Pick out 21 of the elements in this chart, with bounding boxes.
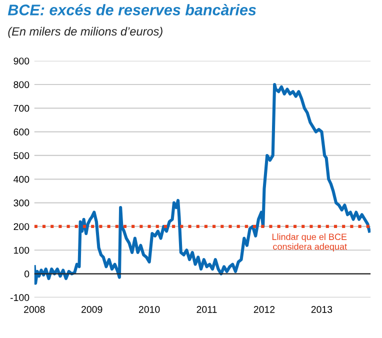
x-tick-label: 2012: [254, 306, 275, 313]
y-tick-label: 100: [14, 246, 30, 254]
x-tick-label: 2011: [196, 306, 217, 313]
x-tick-label: 2013: [311, 306, 332, 313]
y-tick-label: 400: [14, 176, 30, 183]
line-series: [34, 82, 371, 285]
ref-line-label: Llindar que el BCE considera adequat: [272, 233, 347, 252]
y-tick-label: 700: [14, 104, 30, 112]
x-tick-label: 2009: [82, 306, 102, 313]
chart-title: BCE: excés de reserves bancàries: [8, 4, 256, 16]
y-tick-label: 0: [24, 270, 30, 278]
y-tick-label: 900: [14, 58, 30, 64]
y-tick-label: 800: [14, 81, 30, 88]
x-tick-label: 2008: [24, 306, 45, 313]
x-tick-label: 2010: [138, 306, 160, 313]
y-tick-label: 300: [14, 200, 30, 206]
chart-subtitle: (En milers de milions d’euros): [8, 26, 162, 38]
y-tick-label: 500: [14, 152, 30, 160]
y-tick-label: 200: [14, 223, 30, 230]
y-tick-label: -100: [10, 294, 30, 302]
y-tick-label: 600: [14, 128, 30, 136]
